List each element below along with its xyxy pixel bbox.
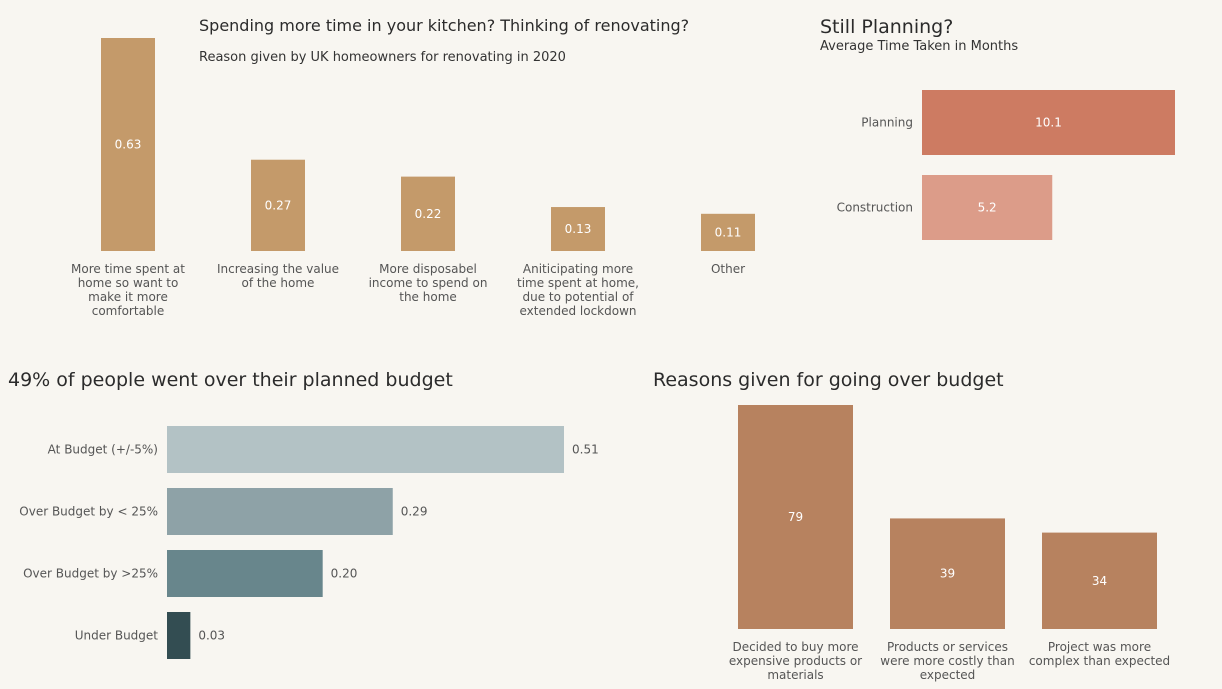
budget-outcome-chart: 0.51 At Budget (+/-5%) 0.29 Over Budget by …: [19, 426, 599, 659]
category-label: Under Budget: [75, 629, 159, 643]
bar-value-label: 0.63: [115, 138, 142, 152]
bar: [1042, 532, 1157, 629]
category-label: Over Budget by >25%: [23, 567, 158, 581]
bar-value-label: 0.27: [265, 198, 292, 212]
category-label: Construction: [837, 201, 913, 215]
chart1-subtitle: Reason given by UK homeowners for renova…: [199, 50, 566, 65]
bar: [401, 176, 455, 251]
bar-value-label: 0.13: [565, 222, 592, 236]
bar: [167, 612, 191, 659]
bar-value-label: 79: [788, 510, 803, 524]
planning-time-chart: 10.1 Planning 5.2 Construction: [837, 90, 1175, 240]
category-label: More time spent at home so want to make it…: [71, 262, 185, 318]
chart2-subtitle: Average Time Taken in Months: [820, 39, 1019, 54]
category-label: At Budget (+/-5%): [48, 443, 158, 457]
bar-value-label: 0.51: [572, 443, 599, 457]
bar: [167, 426, 564, 473]
bar: [890, 518, 1005, 629]
category-label: Decided to buy more expensive products or…: [729, 640, 862, 682]
bar: [922, 175, 1053, 240]
bar-value-label: 0.03: [198, 629, 225, 643]
category-label: Over Budget by < 25%: [19, 505, 158, 519]
category-label: Other: [711, 262, 745, 276]
chart2-title: Still Planning?: [820, 16, 954, 38]
bar: [922, 90, 1175, 155]
over-budget-reasons-chart: 79 Decided to buy more expensive products …: [729, 405, 1170, 682]
bar-value-label: 10.1: [1035, 116, 1062, 130]
bar: [101, 38, 155, 251]
renovation-reasons-chart: 0.63 More time spent at home so want to mak…: [71, 38, 755, 318]
category-label: Project was more complex than expected: [1029, 640, 1170, 668]
bar: [167, 550, 323, 597]
bar: [167, 488, 393, 535]
bar-value-label: 0.29: [401, 505, 428, 519]
bar-value-label: 34: [1092, 574, 1107, 588]
bar-value-label: 39: [940, 567, 955, 581]
chart4-title: Reasons given for going over budget: [653, 369, 1004, 391]
bar: [551, 207, 605, 251]
bar: [251, 159, 305, 251]
bar-value-label: 0.20: [331, 567, 358, 581]
bar: [738, 405, 853, 629]
chart1-title: Spending more time in your kitchen? Thin…: [199, 16, 690, 35]
category-label: Products or services were more costly tha…: [880, 640, 1014, 682]
chart3-title: 49% of people went over their planned bu…: [8, 369, 453, 391]
bar: [701, 213, 755, 251]
bar-value-label: 0.22: [415, 207, 442, 221]
category-label: More disposabel income to spend on the hom…: [369, 262, 488, 304]
bar-value-label: 5.2: [978, 201, 997, 215]
category-label: Increasing the value of the home: [217, 262, 339, 290]
bar-value-label: 0.11: [715, 225, 742, 239]
category-label: Planning: [861, 116, 913, 130]
category-label: Aniticipating more time spent at home, due…: [517, 262, 639, 318]
